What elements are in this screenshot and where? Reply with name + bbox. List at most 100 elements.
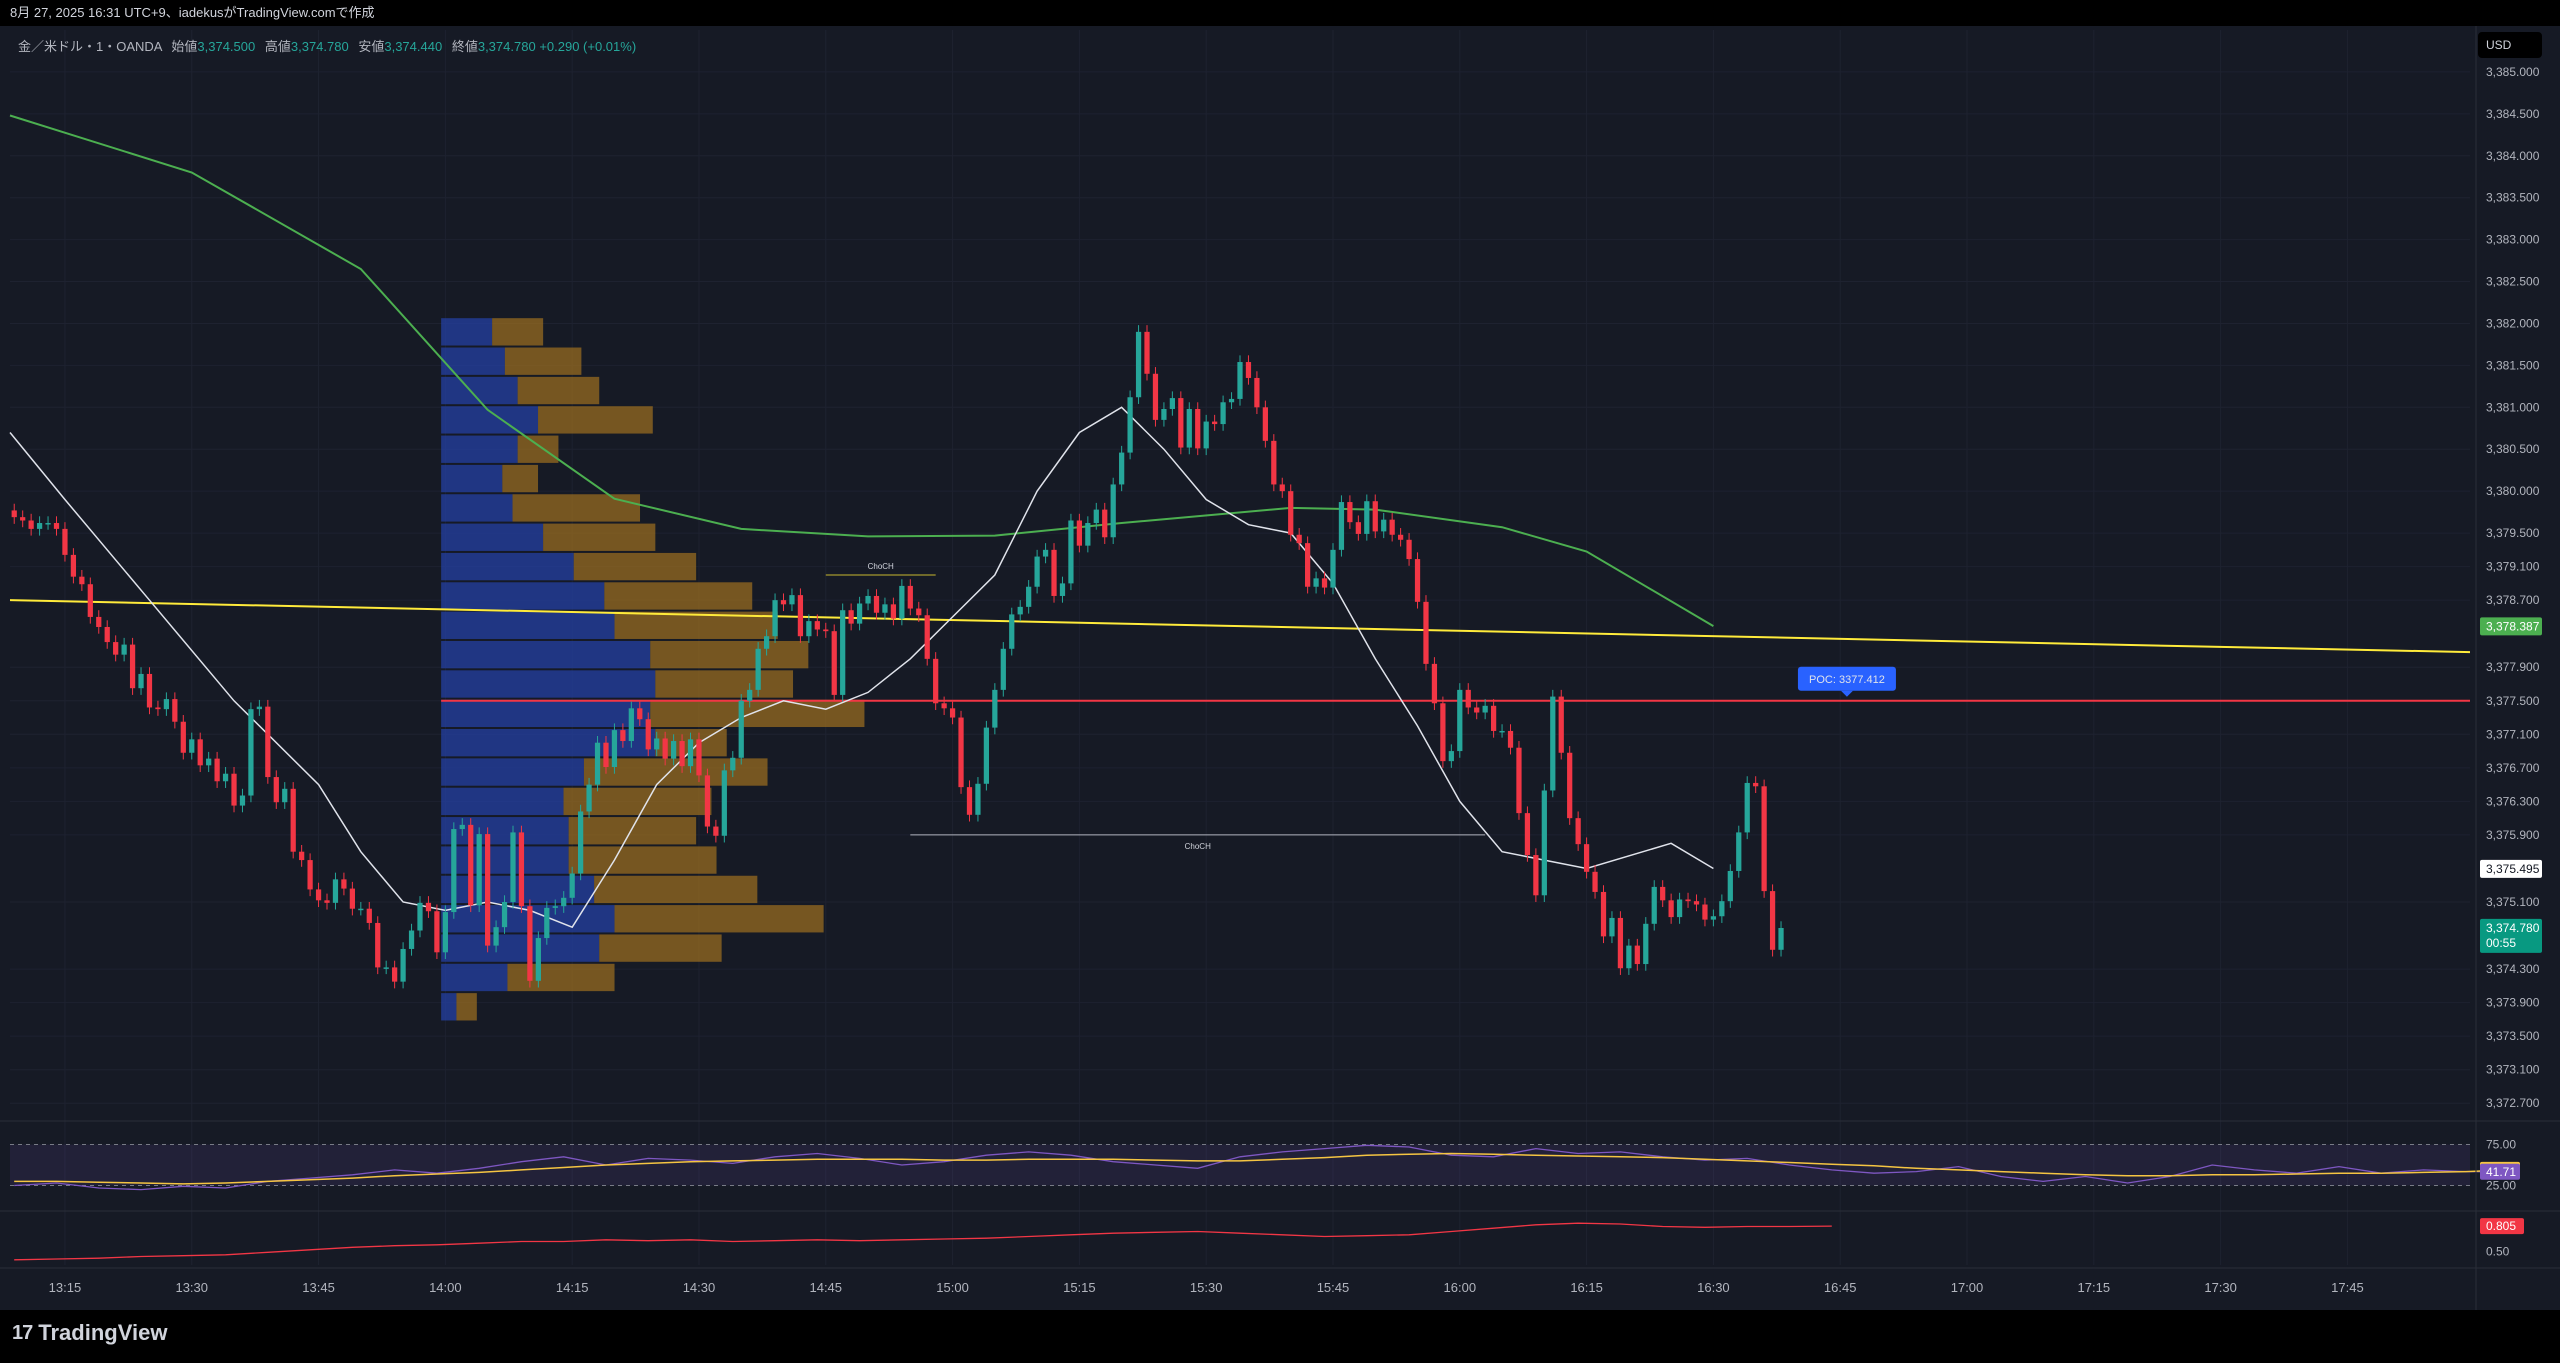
low-value: 3,374.440 (384, 39, 443, 54)
time-tick-label: 14:15 (556, 1280, 589, 1295)
bottom-indicator-badge (2480, 1218, 2524, 1235)
candle-body (155, 707, 161, 710)
candle-body (1626, 945, 1632, 969)
rsi-pane (10, 1144, 2509, 1191)
time-tick-label: 14:30 (683, 1280, 716, 1295)
candle-body (214, 758, 220, 782)
volume-profile-up-bar (441, 611, 615, 639)
candle-body (1237, 362, 1243, 399)
tradingview-logo[interactable]: 17 TradingView (12, 1318, 167, 1348)
candle-body (1414, 559, 1421, 602)
candle-body (239, 795, 246, 806)
poc-badge (1797, 666, 1896, 691)
bottom-indicator-line (14, 1222, 1832, 1261)
time-tick-label: 16:30 (1697, 1280, 1730, 1295)
candle-body (1271, 440, 1277, 485)
symbol-name[interactable]: 金／米ドル・1・OANDA (18, 39, 162, 54)
candle-body (1034, 556, 1040, 587)
price-tick-label: 3,378.700 (2486, 593, 2540, 607)
annotations: ChoCH ChoCH POC: 3377.412 (825, 562, 1896, 851)
candle-body (1727, 870, 1733, 902)
candle-body (1507, 730, 1514, 748)
candle-body (696, 739, 702, 776)
candle-body (476, 834, 482, 906)
candle-body (594, 742, 601, 785)
volume-profile-down-bar (594, 875, 758, 904)
candle-body (1068, 520, 1074, 584)
symbol-legend[interactable]: 金／米ドル・1・OANDA 始値3,374.500 高値3,374.780 安値… (18, 36, 636, 55)
candle-body (324, 900, 330, 903)
volume-profile-down-bar (492, 318, 544, 346)
price-tick-label: 3,384.000 (2486, 149, 2540, 163)
candle-body (180, 721, 186, 753)
candle-body (789, 595, 795, 605)
bottom-indicator-badge-label: 0.805 (2486, 1219, 2516, 1233)
candle-body (1228, 398, 1235, 403)
candle-body (1347, 502, 1353, 523)
time-axis: 13:15 13:30 13:45 14:00 14:15 14:30 14:45 15:00… (49, 1280, 2364, 1295)
candle-body (1152, 373, 1159, 420)
price-tick-label: 3,381.500 (2486, 358, 2540, 372)
candle-body (1490, 705, 1497, 731)
candle-body (146, 673, 153, 708)
candle-body (248, 709, 254, 796)
candle-body (1609, 917, 1615, 937)
candle-body (1245, 362, 1252, 378)
candle-body (1744, 782, 1750, 833)
candle-body (1693, 901, 1700, 905)
candle-body (96, 616, 102, 627)
volume-profile-up-bar (441, 670, 656, 698)
candle-body (1195, 408, 1201, 449)
candle-body (256, 706, 263, 710)
volume-profile-down-bar (563, 787, 712, 816)
candle-body (1178, 398, 1184, 448)
volume-profile-up-bar (441, 552, 574, 581)
volume-profile-up-bar (441, 435, 518, 463)
price-tick-label: 3,379.100 (2486, 560, 2540, 574)
candle-body (637, 708, 643, 720)
candle-body (307, 860, 313, 890)
candle-body (1516, 747, 1522, 814)
candle-body (1026, 586, 1032, 607)
candle-body (1085, 523, 1091, 546)
volume-profile-up-bar (441, 347, 505, 375)
volume-profile-down-bar (650, 640, 809, 669)
tradingview-logo-text: TradingView (38, 1320, 168, 1345)
candle-body (510, 832, 516, 902)
currency-button[interactable]: USD (2478, 32, 2542, 58)
rsi-badge-label: 41.71 (2486, 1165, 2516, 1179)
candle-body (1567, 752, 1573, 819)
candle-body (1685, 899, 1691, 902)
candle-body (983, 727, 990, 784)
candle-body (992, 689, 998, 728)
candle-body (1761, 786, 1767, 892)
price-badge-ema (2480, 617, 2542, 636)
candle-body (1583, 844, 1590, 872)
candle-body (1059, 583, 1066, 596)
candle-body (451, 829, 457, 913)
candle-body (704, 775, 711, 827)
candle-body (1550, 696, 1556, 791)
candle-body (1093, 509, 1099, 524)
candle-body (121, 644, 127, 655)
candle-body (1364, 501, 1370, 534)
volume-profile-down-bar (456, 993, 477, 1021)
candle-body (924, 615, 930, 659)
candle-body (772, 600, 778, 637)
candle-body (1524, 813, 1531, 856)
candle-body (1262, 407, 1268, 441)
time-tick-label: 16:15 (1570, 1280, 1603, 1295)
candle-body (1558, 696, 1564, 753)
time-tick-label: 13:30 (175, 1280, 208, 1295)
price-axis: 3,385.000 3,384.500 3,384.000 3,383.500 3,38… (0, 26, 2560, 1310)
candle-body (577, 811, 584, 874)
chart-canvas[interactable]: ChoCH ChoCH POC: 3377.412 3,385.000 3,384.5… (0, 0, 2560, 1310)
candle-body (916, 608, 922, 616)
candle-body (586, 784, 592, 812)
price-badge-label: 3,375.495 (2486, 862, 2540, 876)
candle-body (197, 739, 203, 766)
candle-body (1592, 871, 1598, 892)
candle-body (366, 908, 372, 923)
candle-body (392, 967, 398, 982)
candle-body (603, 742, 609, 768)
